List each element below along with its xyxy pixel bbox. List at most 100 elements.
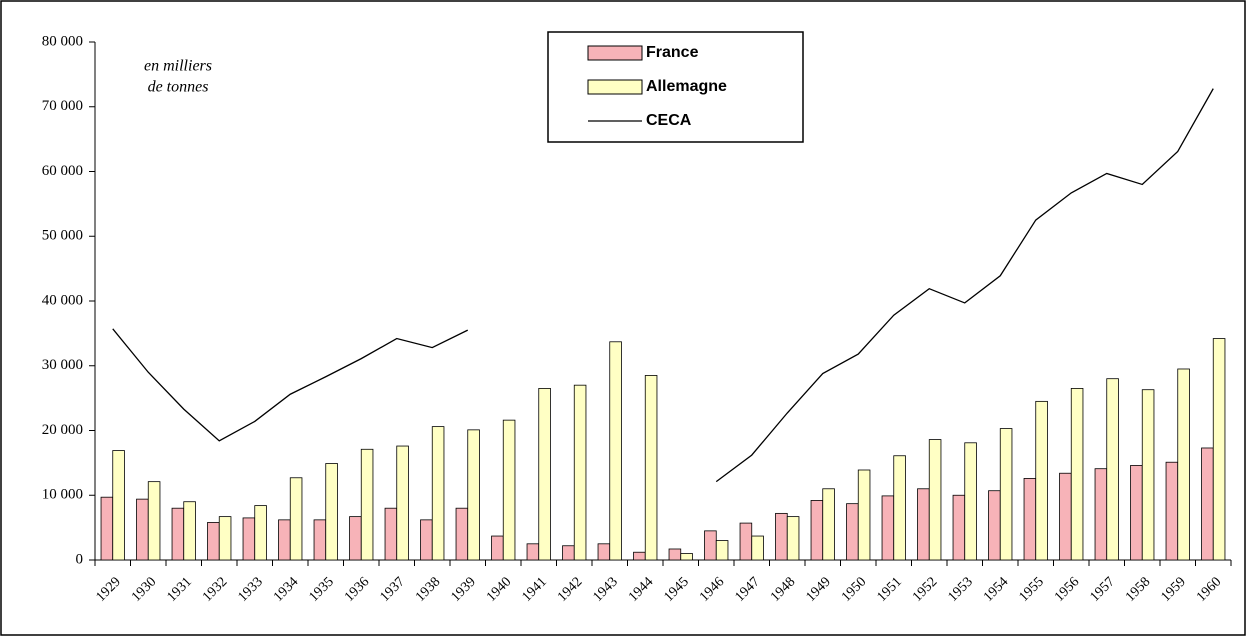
- bar: [893, 455, 906, 561]
- x-tick-label: 1931: [164, 574, 194, 604]
- x-tick-label: 1935: [306, 574, 336, 604]
- bar: [538, 388, 551, 561]
- bar: [999, 428, 1013, 561]
- x-tick-label: 1940: [484, 574, 514, 604]
- x-tick-label: 1942: [555, 574, 585, 604]
- x-tick-label: 1959: [1158, 574, 1188, 604]
- annotation: de tonnes: [148, 79, 209, 96]
- bar: [242, 517, 256, 561]
- bar: [597, 543, 611, 561]
- bar: [810, 500, 824, 561]
- x-tick-label: 1934: [271, 574, 301, 604]
- x-tick-label: 1929: [93, 574, 123, 604]
- bar: [289, 477, 303, 561]
- line: [715, 88, 1214, 483]
- bar: [952, 494, 966, 561]
- y-tick-label: 30 000: [42, 357, 83, 373]
- legend-label: Allemagne: [646, 78, 727, 95]
- x-tick-label: 1950: [839, 574, 869, 604]
- legend-swatch: [587, 79, 643, 95]
- bar: [1035, 400, 1048, 561]
- bar: [207, 522, 220, 561]
- bar: [562, 545, 575, 561]
- x-tick-label: 1957: [1087, 574, 1117, 604]
- bar: [846, 503, 859, 561]
- bar: [704, 530, 717, 561]
- bar: [1059, 472, 1072, 561]
- bar: [633, 551, 646, 561]
- bar: [420, 519, 433, 561]
- bar: [573, 384, 587, 561]
- bar: [1106, 378, 1119, 561]
- bar: [1023, 478, 1037, 561]
- x-tick-label: 1936: [342, 574, 372, 604]
- x-tick-label: 1932: [200, 574, 230, 604]
- bar: [325, 463, 338, 561]
- legend-label: France: [646, 44, 699, 61]
- x-tick-label: 1943: [590, 574, 620, 604]
- bar: [384, 507, 398, 561]
- bar: [917, 488, 930, 561]
- x-tick-label: 1933: [235, 574, 265, 604]
- bar: [254, 505, 267, 561]
- bar: [431, 426, 445, 561]
- bar: [491, 535, 504, 561]
- bar: [136, 498, 149, 561]
- y-tick-label: 50 000: [42, 228, 83, 244]
- x-tick-label: 1939: [448, 574, 478, 604]
- y-tick-label: 80 000: [42, 33, 83, 49]
- y-tick-label: 70 000: [42, 98, 83, 114]
- bar: [928, 439, 942, 561]
- x-tick-label: 1958: [1123, 574, 1153, 604]
- y-tick-label: 0: [76, 551, 84, 567]
- bar: [112, 450, 125, 561]
- bar: [1070, 388, 1084, 561]
- bar: [455, 507, 469, 561]
- x-tick-label: 1960: [1194, 574, 1224, 604]
- annotation: en milliers: [144, 58, 212, 75]
- bar: [1094, 468, 1108, 561]
- x-tick-label: 1938: [413, 574, 443, 604]
- bar: [609, 341, 622, 561]
- x-tick-label: 1930: [129, 574, 159, 604]
- y-tick-label: 40 000: [42, 292, 83, 308]
- y-tick-label: 60 000: [42, 163, 83, 179]
- bar: [644, 375, 658, 561]
- bar: [1141, 389, 1155, 561]
- x-tick-label: 1948: [768, 574, 798, 604]
- bar: [171, 507, 185, 561]
- bar: [526, 543, 540, 561]
- x-tick-label: 1956: [1052, 574, 1082, 604]
- x-tick-label: 1952: [910, 574, 940, 604]
- line: [112, 328, 469, 442]
- bar: [668, 548, 682, 561]
- bar: [775, 512, 788, 561]
- bar: [360, 448, 374, 561]
- bar: [147, 481, 161, 561]
- x-tick-label: 1945: [661, 574, 691, 604]
- x-tick-label: 1954: [981, 574, 1011, 604]
- bar: [313, 519, 327, 561]
- bar: [964, 442, 977, 561]
- bar: [1165, 461, 1179, 561]
- bar: [715, 540, 729, 561]
- bar: [1201, 447, 1214, 561]
- bar: [786, 516, 800, 561]
- x-tick-label: 1947: [732, 574, 762, 604]
- y-tick-label: 20 000: [42, 422, 83, 438]
- x-tick-label: 1951: [874, 574, 904, 604]
- bar: [278, 519, 291, 561]
- x-tick-label: 1953: [945, 574, 975, 604]
- bar: [100, 496, 114, 561]
- bar: [751, 535, 764, 561]
- bar: [1130, 465, 1143, 561]
- bar: [988, 490, 1001, 561]
- bar: [1177, 368, 1190, 561]
- bar: [349, 516, 362, 561]
- legend-swatch: [587, 45, 643, 61]
- legend-label: CECA: [646, 112, 692, 129]
- bar: [218, 516, 232, 561]
- bar: [467, 429, 480, 561]
